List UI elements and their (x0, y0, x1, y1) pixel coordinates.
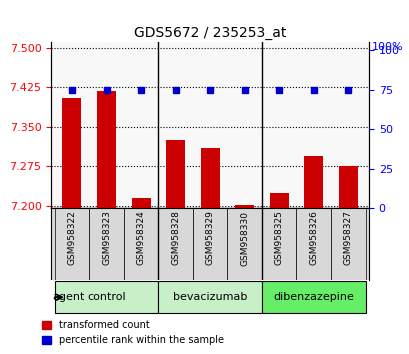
Text: GSM958322: GSM958322 (67, 211, 76, 265)
Bar (62, 98, 81, 209)
Text: GSM958330: GSM958330 (240, 211, 249, 266)
Title: GDS5672 / 235253_at: GDS5672 / 235253_at (134, 26, 285, 40)
FancyBboxPatch shape (261, 209, 296, 280)
Text: bevacizumab: bevacizumab (173, 292, 247, 302)
Bar (269, 193, 288, 209)
FancyBboxPatch shape (89, 209, 124, 280)
Bar (131, 198, 150, 209)
FancyBboxPatch shape (158, 281, 261, 313)
Bar (166, 140, 184, 209)
Text: GSM958327: GSM958327 (343, 211, 352, 266)
FancyBboxPatch shape (227, 209, 261, 280)
FancyBboxPatch shape (54, 209, 89, 280)
Text: 100%: 100% (371, 42, 403, 52)
Bar (338, 166, 357, 209)
Bar (97, 91, 116, 209)
Text: dibenzazepine: dibenzazepine (273, 292, 353, 302)
Text: agent: agent (52, 292, 84, 302)
Bar (235, 205, 254, 209)
FancyBboxPatch shape (261, 281, 365, 313)
FancyBboxPatch shape (192, 209, 227, 280)
FancyBboxPatch shape (124, 209, 158, 280)
Text: GSM958325: GSM958325 (274, 211, 283, 266)
FancyBboxPatch shape (54, 281, 158, 313)
Text: GSM958329: GSM958329 (205, 211, 214, 266)
Text: control: control (87, 292, 126, 302)
Bar (303, 156, 322, 209)
Text: GSM958326: GSM958326 (308, 211, 317, 266)
Text: GSM958328: GSM958328 (171, 211, 180, 266)
Text: GSM958324: GSM958324 (136, 211, 145, 265)
FancyBboxPatch shape (330, 209, 365, 280)
Bar (200, 148, 219, 209)
FancyBboxPatch shape (296, 209, 330, 280)
FancyBboxPatch shape (158, 209, 192, 280)
Legend: transformed count, percentile rank within the sample: transformed count, percentile rank withi… (38, 316, 227, 349)
Text: GSM958323: GSM958323 (102, 211, 111, 266)
